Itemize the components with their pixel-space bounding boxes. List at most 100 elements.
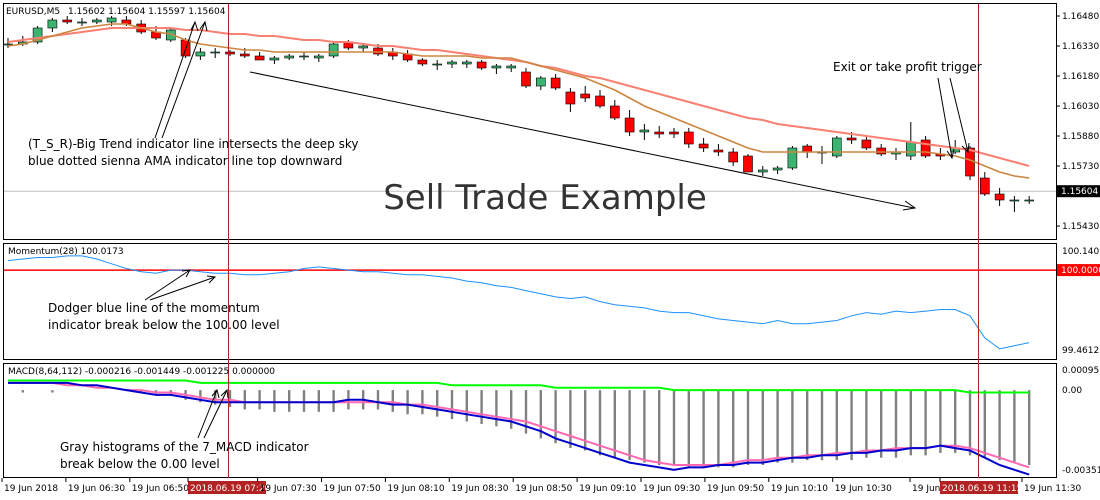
time-tick-label: 19 Jun 08:50 [515, 484, 572, 494]
downtrend-arrow [249, 71, 917, 211]
time-tick-label: 19 Jun 08:30 [451, 484, 508, 494]
bull-candle [491, 65, 502, 69]
bear-candle [979, 177, 990, 195]
trend-annotation-line1: (T_S_R)-Big Trend indicator line interse… [28, 137, 358, 151]
macd-panel-frame [3, 363, 1057, 478]
bull-candle [772, 167, 783, 171]
macd-annotation-line1: Gray histograms of the 7_MACD indicator [60, 440, 309, 454]
momentum-annotation-line2: indicator break below the 100.00 level [48, 318, 280, 332]
price-tick-label: 1.16480 [1062, 12, 1099, 22]
macd-tick-label: 0.000957 [1062, 366, 1100, 376]
bear-candle [846, 137, 857, 141]
bear-candle [728, 151, 739, 163]
time-highlight-box [188, 481, 266, 494]
time-tick-label: 19 Jun 09:50 [707, 484, 764, 494]
exit-annotation: Exit or take profit trigger [833, 60, 982, 74]
price-tick-label: 1.15730 [1062, 162, 1099, 172]
time-tick-label: 2018.06.19 11:15 [942, 484, 1022, 494]
bull-candle [639, 129, 650, 133]
bear-candle [654, 131, 665, 135]
momentum-tick-label: 99.4612 [1062, 346, 1099, 356]
time-tick-label: 19 Jun 2018 [4, 484, 58, 494]
time-tick-label: 19 Jun 09:30 [643, 484, 700, 494]
macd-green-line [8, 379, 1030, 394]
macd-arrows [197, 388, 229, 439]
ohlc-readout: 1.15602 1.15604 1.15597 1.15604 [68, 7, 226, 17]
bear-candle [698, 143, 709, 149]
momentum-tick-label: 100.1401 [1062, 247, 1100, 257]
bull-candle [905, 141, 916, 157]
bull-candle [432, 63, 443, 66]
macd-main-line [8, 381, 1030, 476]
bear-candle [225, 51, 235, 55]
time-tick-label: 19 Jun 10:10 [771, 484, 828, 494]
time-tick-label: 19 Jun 09:10 [579, 484, 636, 494]
macd-signal-line [8, 381, 1030, 469]
bull-candle [32, 27, 43, 43]
bull-candle [506, 65, 517, 69]
bear-candle [240, 53, 250, 57]
bull-candle [92, 19, 102, 23]
time-tick-label: 19 Jun 11:30 [1024, 484, 1081, 494]
bear-candle [920, 139, 931, 157]
time-tick-label: 19 Jun 10 [912, 484, 955, 494]
bear-candle [624, 117, 635, 133]
price-tick-label: 1.15880 [1062, 132, 1099, 142]
bear-candle [595, 95, 605, 107]
main-plot [3, 16, 1056, 212]
bull-candle [299, 55, 309, 58]
bull-candle [757, 169, 768, 173]
bull-candle [358, 45, 369, 49]
current-price-box [1057, 185, 1100, 198]
bear-candle [62, 19, 73, 23]
bull-candle [328, 43, 339, 57]
bear-candle [609, 105, 620, 119]
bull-candle [461, 61, 472, 65]
time-highlight-box [940, 481, 1018, 494]
momentum-line [7, 255, 1030, 350]
time-axis: 19 Jun 2018 19 Jun 06:30 19 Jun 06:50 2018.… [1, 478, 1081, 494]
bull-candle [1009, 199, 1020, 202]
macd-tick-label: -0.003515 [1062, 466, 1100, 476]
bull-candle [831, 137, 842, 157]
price-axis: 1.16480 1.16330 1.16180 1.16030 1.15880 1.157… [1056, 12, 1100, 476]
bear-candle [580, 93, 591, 99]
bull-candle [77, 21, 87, 24]
bull-candle [284, 55, 295, 59]
bull-candle [106, 17, 117, 23]
bear-candle [743, 155, 753, 173]
bear-candle [876, 147, 887, 155]
time-tick-label: 19 Jun 06:30 [68, 484, 125, 494]
time-tick-label: 19 Jun 07:50 [324, 484, 381, 494]
bear-candle [861, 139, 872, 149]
bull-candle [313, 55, 324, 59]
bull-candle [535, 77, 546, 87]
bear-candle [254, 55, 265, 61]
exit-arrows [937, 77, 970, 160]
bear-candle [994, 193, 1005, 201]
bull-candle [269, 57, 280, 61]
momentum-title: Momentum(28) 100.0173 [8, 247, 124, 257]
watermark: Sell Trade Example [383, 178, 707, 218]
bear-candle [669, 131, 679, 135]
bear-candle [476, 61, 487, 69]
macd-annotation-line2: break below the 0.00 level [60, 457, 220, 471]
time-tick-label: 2018.06.19 07:20 [190, 484, 271, 494]
bear-candle [550, 77, 561, 89]
bull-candle [1024, 199, 1034, 202]
bear-candle [417, 59, 428, 65]
symbol-title: EURUSD,M5 [6, 7, 60, 17]
price-tick-label: 1.16180 [1062, 72, 1099, 82]
time-tick-label: 19 Jun 06:50 [132, 484, 189, 494]
bull-candle [210, 51, 220, 54]
bull-candle [195, 51, 206, 57]
main-panel-frame [3, 3, 1057, 240]
macd-plot [8, 379, 1031, 476]
bear-candle [373, 47, 383, 55]
momentum-level-label: 100.0000 [1061, 266, 1100, 276]
trend-arrows [154, 20, 208, 139]
big-trend-line [7, 27, 1030, 167]
time-tick-label: 19 Jun 07:30 [260, 484, 317, 494]
price-tick-label: 1.15430 [1062, 222, 1099, 232]
